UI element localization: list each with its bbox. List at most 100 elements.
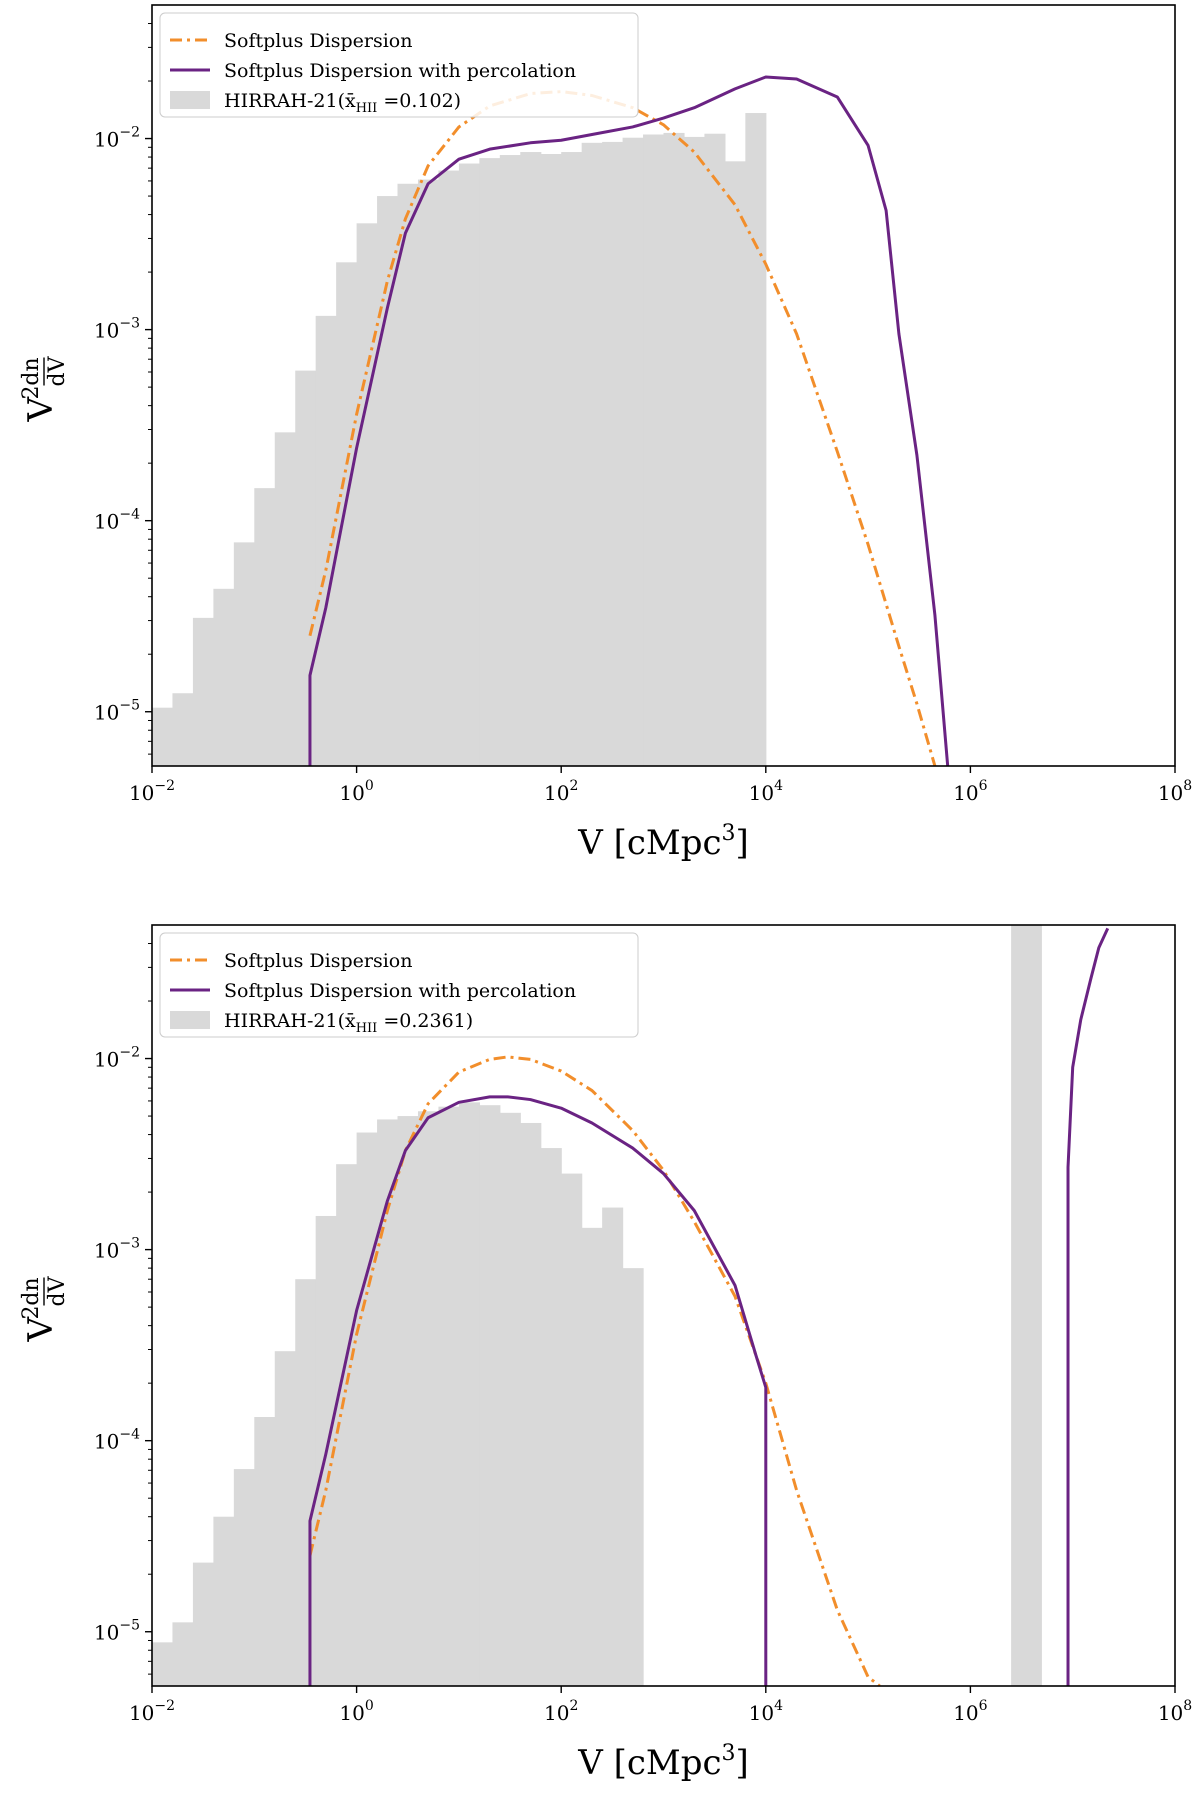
histogram-bar: [336, 262, 358, 766]
x-tick-base: 10: [544, 781, 569, 805]
x-tick-base: 10: [129, 1701, 154, 1725]
histogram-bar: [233, 1469, 255, 1686]
histogram-bar: [233, 542, 255, 766]
x-tick-exp: 4: [774, 778, 783, 794]
x-tick-base: 10: [953, 781, 978, 805]
y-tick-exp: −3: [119, 316, 140, 332]
y-axis-label-num: dn: [19, 1277, 44, 1305]
x-tick-base: 10: [339, 781, 364, 805]
y-tick-label: 10−5: [94, 698, 140, 725]
histogram-bar: [315, 315, 337, 766]
y-tick-exp: −4: [119, 507, 140, 523]
histogram-bar: [274, 1351, 296, 1686]
histogram-bar: [724, 161, 746, 766]
histogram-bar: [192, 617, 214, 766]
histogram-bar: [520, 1122, 542, 1686]
histogram-bar: [336, 1164, 358, 1686]
x-axis-label-part: V [cMpc: [577, 1743, 721, 1783]
plot-area: [152, 75, 950, 766]
y-tick-label: 10−2: [94, 125, 140, 152]
y-axis-label-den: dV: [45, 355, 70, 386]
legend-label-sub: HII: [356, 101, 378, 116]
y-tick-exp: −5: [119, 698, 140, 714]
x-tick-label: 100: [339, 1698, 373, 1725]
histogram-bar: [295, 370, 317, 766]
histogram-bar: [663, 132, 685, 766]
x-tick-base: 10: [749, 781, 774, 805]
y-tick-base: 10: [94, 510, 119, 534]
histogram-bar: [417, 1111, 440, 1686]
histogram-bar: [152, 707, 174, 766]
y-tick-base: 10: [94, 1621, 119, 1645]
y-tick-label: 10−5: [94, 1618, 140, 1645]
histogram-bar: [561, 152, 583, 766]
x-tick-exp: −2: [154, 1698, 175, 1714]
x-tick-label: 10−2: [129, 778, 175, 805]
x-tick-label: 108: [1158, 1698, 1192, 1725]
histogram-bar: [356, 223, 378, 766]
x-tick-label: 104: [749, 778, 783, 805]
legend-label: Softplus Dispersion: [224, 30, 412, 52]
y-tick-exp: −2: [119, 1045, 140, 1061]
y-tick-base: 10: [94, 1239, 119, 1263]
y-tick-base: 10: [94, 701, 119, 725]
histogram-bar: [254, 488, 276, 766]
x-tick-exp: 4: [774, 1698, 783, 1714]
histogram-bar: [458, 163, 480, 766]
histogram-bar: [192, 1562, 214, 1686]
legend-swatch-patch: [170, 91, 210, 109]
legend-label-text: HIRRAH-21(x̄: [224, 90, 356, 112]
y-tick-base: 10: [94, 319, 119, 343]
series-line-softplus: [308, 90, 937, 766]
x-tick-exp: 6: [979, 1698, 988, 1714]
x-tick-exp: 8: [1183, 1698, 1192, 1714]
x-tick-label: 102: [544, 778, 578, 805]
legend-label: Softplus Dispersion with percolation: [224, 980, 576, 1002]
y-tick-label: 10−2: [94, 1045, 140, 1072]
legend-box: [159, 932, 639, 1038]
x-tick-label: 106: [953, 1698, 987, 1725]
x-tick-label: 104: [749, 1698, 783, 1725]
histogram-bar: [745, 113, 767, 766]
x-tick-label: 106: [953, 778, 987, 805]
x-tick-base: 10: [953, 1701, 978, 1725]
legend-label: Softplus Dispersion: [224, 950, 412, 972]
histogram-bar: [438, 1106, 460, 1686]
legend-swatch-patch: [170, 1011, 210, 1029]
y-tick-label: 10−4: [94, 507, 140, 534]
histogram-bar: [540, 154, 562, 766]
x-tick-exp: 0: [365, 1698, 374, 1714]
x-tick-label: 100: [339, 778, 373, 805]
histogram-bar: [397, 1116, 419, 1686]
histogram-bar: [417, 179, 440, 766]
x-tick-base: 10: [749, 1701, 774, 1725]
histogram-bar: [1011, 925, 1042, 1686]
legend-label-text: Softplus Dispersion with percolation: [224, 60, 576, 82]
x-tick-exp: 2: [569, 1698, 578, 1714]
legend-label-value: =0.102): [377, 90, 461, 112]
legend-label: HIRRAH-21(x̄HII =0.102): [224, 90, 461, 116]
histogram-bar: [254, 1417, 276, 1686]
y-tick-base: 10: [94, 1430, 119, 1454]
legend-label: HIRRAH-21(x̄HII =0.2361): [224, 1010, 473, 1036]
histogram-bar: [581, 1227, 603, 1686]
y-axis-label-num: dn: [19, 357, 44, 385]
histogram-bar: [295, 1279, 317, 1686]
y-tick-exp: −3: [119, 1236, 140, 1252]
histogram-bar: [540, 1148, 562, 1686]
legend-label-text: Softplus Dispersion: [224, 30, 412, 52]
x-tick-exp: 6: [979, 778, 988, 794]
y-tick-exp: −4: [119, 1427, 140, 1443]
x-axis-label-part: ]: [736, 1743, 749, 1783]
x-axis-label-part: 3: [722, 1741, 736, 1766]
legend-label-sub: HII: [356, 1021, 378, 1036]
legend: Softplus Dispersion Softplus Dispersion w…: [159, 12, 639, 118]
x-axis-label: V [cMpc3]: [577, 1741, 749, 1783]
legend-label-text: Softplus Dispersion: [224, 950, 412, 972]
x-tick-exp: 2: [569, 778, 578, 794]
histogram-bar: [152, 1642, 174, 1686]
